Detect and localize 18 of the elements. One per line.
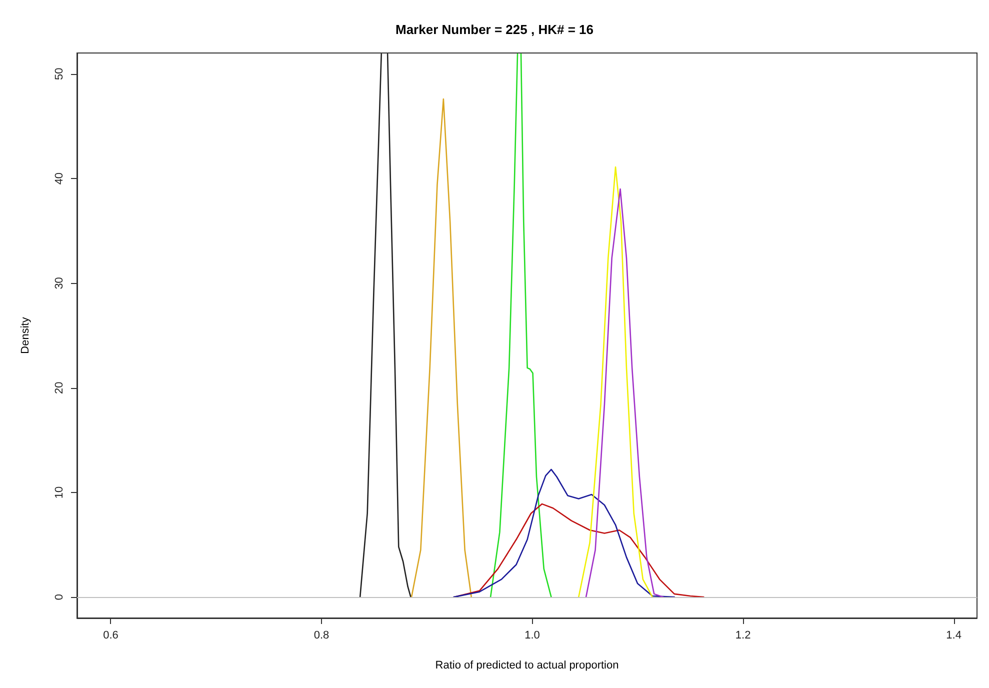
x-tick-label: 0.6 <box>103 630 118 642</box>
x-axis-title: Ratio of predicted to actual proportion <box>435 660 619 672</box>
y-tick-label: 30 <box>54 277 66 290</box>
x-tick-label: 0.8 <box>314 630 330 642</box>
y-tick-label: 10 <box>54 486 66 499</box>
line-series <box>578 166 654 598</box>
x-tick-label: 1.2 <box>735 630 751 642</box>
line-series <box>585 188 664 598</box>
y-tick-label: 40 <box>54 172 66 185</box>
line-series <box>453 468 675 598</box>
x-tick-label: 1.4 <box>946 630 962 642</box>
y-tick-label: 20 <box>54 382 66 394</box>
line-series <box>410 98 472 598</box>
y-tick-label: 0 <box>54 594 66 600</box>
y-axis-title: Density <box>20 316 32 354</box>
x-tick-label: 1.0 <box>524 630 540 642</box>
y-tick-label: 50 <box>54 68 66 80</box>
chart-title: Marker Number = 225 , HK# = 16 <box>396 22 594 37</box>
